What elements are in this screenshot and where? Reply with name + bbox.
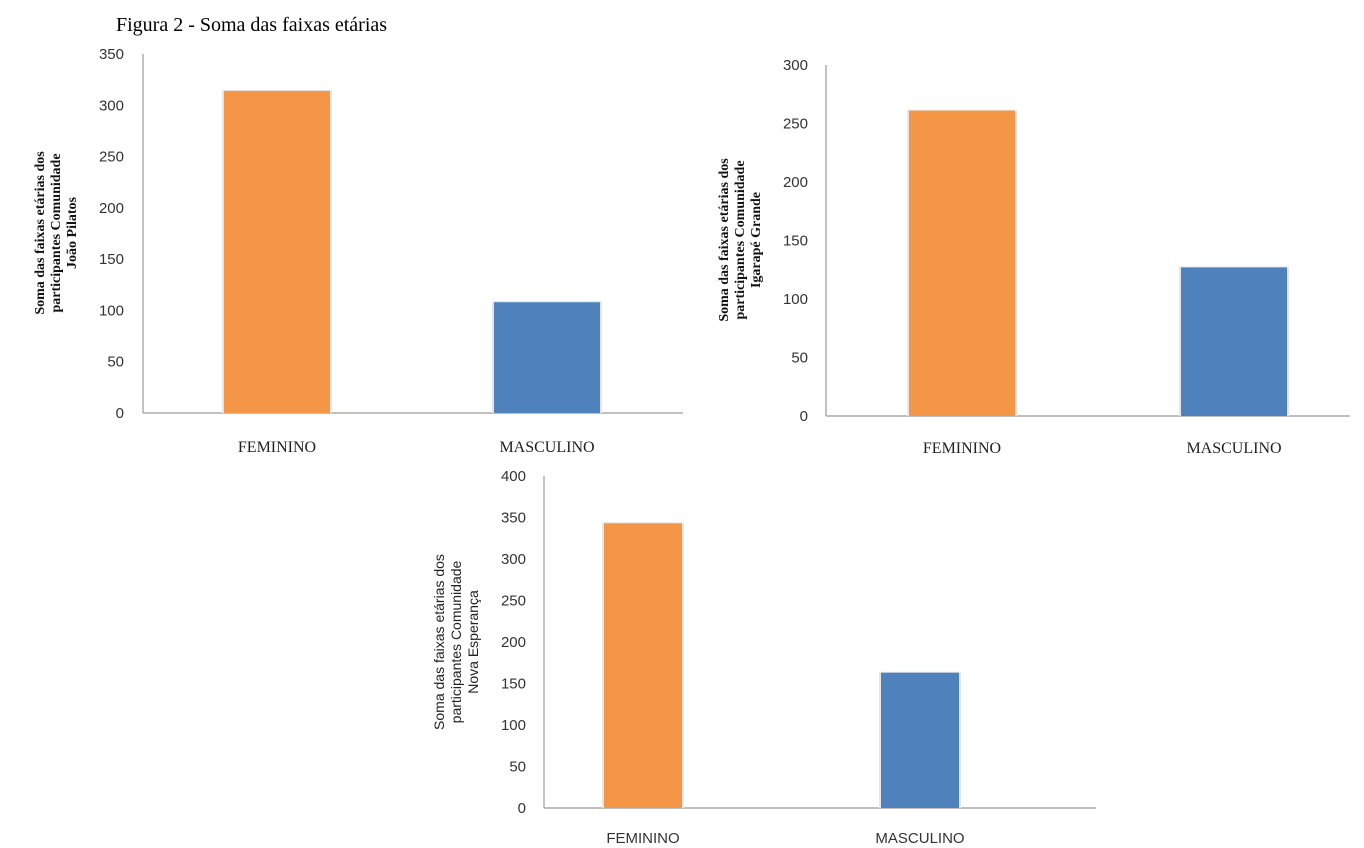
y-axis-label-line: participantes Comunidade bbox=[733, 160, 748, 319]
y-tick-label: 250 bbox=[99, 149, 124, 166]
y-tick-label: 0 bbox=[518, 800, 526, 817]
bar-edge bbox=[907, 109, 1017, 416]
y-axis-label: Soma das faixas etárias dos participantes… bbox=[431, 554, 481, 730]
y-tick-label: 250 bbox=[501, 593, 526, 610]
bar-edge bbox=[492, 301, 602, 413]
y-tick-label: 200 bbox=[783, 174, 808, 191]
y-axis-label-line: Soma das faixas etárias dos bbox=[717, 158, 732, 322]
bar-masculino bbox=[881, 672, 959, 808]
y-axis-label-line: participantes Comunidade bbox=[448, 560, 464, 723]
y-axis-label: Soma das faixas etárias dos participantes… bbox=[33, 151, 80, 315]
y-tick-label: 150 bbox=[99, 251, 124, 268]
y-tick-label: 150 bbox=[783, 233, 808, 250]
x-category-label: FEMININO bbox=[606, 830, 679, 847]
bar-masculino bbox=[494, 302, 600, 413]
bar-feminino bbox=[224, 90, 330, 413]
y-axis-label-line: Soma das faixas etárias dos bbox=[33, 151, 48, 315]
y-tick-label: 100 bbox=[783, 291, 808, 308]
x-category-label: FEMININO bbox=[923, 440, 1001, 457]
y-tick-label: 300 bbox=[99, 97, 124, 114]
y-axis-label-line: Igarapé Grande bbox=[749, 192, 764, 288]
y-tick-label: 300 bbox=[501, 551, 526, 568]
y-tick-label: 350 bbox=[99, 46, 124, 63]
x-category-label: MASCULINO bbox=[499, 439, 594, 456]
bar-edge bbox=[1179, 266, 1289, 416]
y-tick-label: 200 bbox=[99, 200, 124, 217]
x-category-label: FEMININO bbox=[238, 439, 316, 456]
y-tick-label: 50 bbox=[509, 759, 526, 776]
bar-edge bbox=[222, 89, 332, 413]
y-tick-label: 200 bbox=[501, 634, 526, 651]
y-tick-label: 100 bbox=[501, 717, 526, 734]
y-axis-label-line: Soma das faixas etárias dos bbox=[431, 554, 447, 730]
y-tick-label: 0 bbox=[800, 408, 808, 425]
bar-edge bbox=[602, 522, 684, 808]
y-tick-label: 50 bbox=[107, 354, 124, 371]
x-category-label: MASCULINO bbox=[1186, 440, 1281, 457]
y-axis-label: Soma das faixas etárias dos participantes… bbox=[717, 158, 764, 322]
y-tick-label: 250 bbox=[783, 116, 808, 133]
bar-masculino bbox=[1181, 267, 1287, 416]
bar-edge bbox=[879, 671, 961, 808]
y-tick-label: 0 bbox=[116, 405, 124, 422]
y-tick-label: 150 bbox=[501, 676, 526, 693]
y-tick-label: 400 bbox=[501, 468, 526, 485]
y-axis-label-line: participantes Comunidade bbox=[49, 153, 64, 312]
y-axis-label-line: Nova Esperança bbox=[465, 590, 481, 694]
bar-feminino bbox=[604, 523, 682, 808]
y-tick-label: 350 bbox=[501, 510, 526, 527]
y-tick-label: 100 bbox=[99, 302, 124, 319]
y-tick-label: 50 bbox=[791, 350, 808, 367]
y-axis-label-line: João Pilatos bbox=[65, 196, 80, 268]
x-category-label: MASCULINO bbox=[875, 830, 964, 847]
bar-feminino bbox=[909, 110, 1015, 416]
y-tick-label: 300 bbox=[783, 57, 808, 74]
figure-title: Figura 2 - Soma das faixas etárias bbox=[116, 14, 388, 36]
